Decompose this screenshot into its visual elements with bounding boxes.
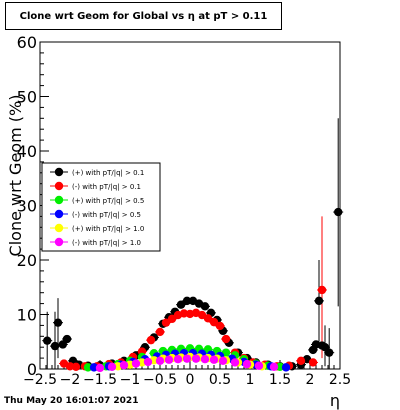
data-point xyxy=(254,361,264,370)
legend-label: (+) with pT/|q| > 0.5 xyxy=(72,197,144,205)
legend-marker xyxy=(54,209,64,219)
legend-box xyxy=(41,162,161,252)
data-point xyxy=(164,355,174,364)
legend-label: (-) with pT/|q| > 1.0 xyxy=(72,239,141,247)
data-point xyxy=(43,336,52,345)
y-tick-label: 0 xyxy=(27,360,37,379)
data-point xyxy=(215,321,225,331)
data-point xyxy=(161,318,171,327)
data-point xyxy=(176,300,186,309)
data-point xyxy=(200,354,210,364)
data-point xyxy=(191,354,201,363)
timestamp: Thu May 20 16:01:07 2021 xyxy=(4,396,139,406)
legend-label: (+) with pT/|q| > 1.0 xyxy=(72,225,144,233)
x-tick-label: −2 xyxy=(60,372,81,388)
legend-marker xyxy=(54,181,64,191)
legend-marker xyxy=(54,167,64,177)
data-point xyxy=(131,359,141,368)
data-point xyxy=(143,357,153,367)
data-point xyxy=(269,362,279,372)
data-point xyxy=(53,318,63,327)
data-point xyxy=(83,363,93,372)
data-point xyxy=(209,317,219,327)
data-point xyxy=(317,285,327,295)
x-tick-label: −2.5 xyxy=(23,372,57,388)
data-point xyxy=(119,360,129,370)
x-tick-label: 2 xyxy=(306,372,315,388)
legend-label: (-) with pT/|q| > 0.1 xyxy=(72,183,141,191)
x-tick-label: 0.5 xyxy=(209,372,231,388)
data-point xyxy=(200,302,210,311)
data-point xyxy=(242,359,252,369)
data-point xyxy=(62,334,72,344)
x-tick-label: −0.5 xyxy=(143,372,177,388)
data-point xyxy=(182,296,192,306)
data-point xyxy=(155,356,165,366)
chart-title: Clone wrt Geom for Global vs η at pT > 0… xyxy=(19,11,268,22)
data-point xyxy=(173,354,183,364)
data-point xyxy=(182,354,192,363)
data-point xyxy=(167,314,177,324)
x-tick-label: 1 xyxy=(246,372,255,388)
data-point xyxy=(308,358,318,367)
data-point xyxy=(314,296,324,306)
data-point xyxy=(218,356,228,366)
data-point xyxy=(334,207,343,217)
legend-label: (-) with pT/|q| > 0.5 xyxy=(72,211,141,219)
legend-marker xyxy=(54,195,64,205)
legend-marker xyxy=(54,237,64,247)
legend-label: (+) with pT/|q| > 0.1 xyxy=(72,169,144,177)
data-point xyxy=(95,363,105,373)
data-point xyxy=(221,334,231,344)
y-tick-label: 50 xyxy=(17,88,37,107)
data-point xyxy=(203,314,213,323)
x-tick-label: 1.5 xyxy=(269,372,291,388)
data-point xyxy=(155,327,165,337)
data-point xyxy=(50,341,60,351)
y-tick-label: 60 xyxy=(17,33,37,52)
y-tick-label: 30 xyxy=(17,197,37,216)
data-point xyxy=(209,355,219,364)
chart-title-box: Clone wrt Geom for Global vs η at pT > 0… xyxy=(5,2,282,30)
y-tick-label: 40 xyxy=(17,142,37,161)
y-tick-label: 10 xyxy=(17,306,37,325)
data-point xyxy=(71,362,81,372)
x-tick-label: 2.5 xyxy=(329,372,351,388)
data-point xyxy=(281,363,291,372)
data-point xyxy=(325,348,334,357)
x-tick-label: 0 xyxy=(186,372,195,388)
x-axis-label: η xyxy=(330,391,340,410)
data-point xyxy=(230,358,240,367)
x-tick-label: −1.5 xyxy=(83,372,117,388)
data-point xyxy=(107,362,117,372)
data-point xyxy=(146,335,156,345)
legend-marker xyxy=(54,223,64,233)
data-point xyxy=(296,356,306,366)
y-axis-label: Clone wrt Geom (%) xyxy=(6,95,25,257)
x-tick-label: −1 xyxy=(120,372,141,388)
y-tick-label: 20 xyxy=(17,251,37,270)
